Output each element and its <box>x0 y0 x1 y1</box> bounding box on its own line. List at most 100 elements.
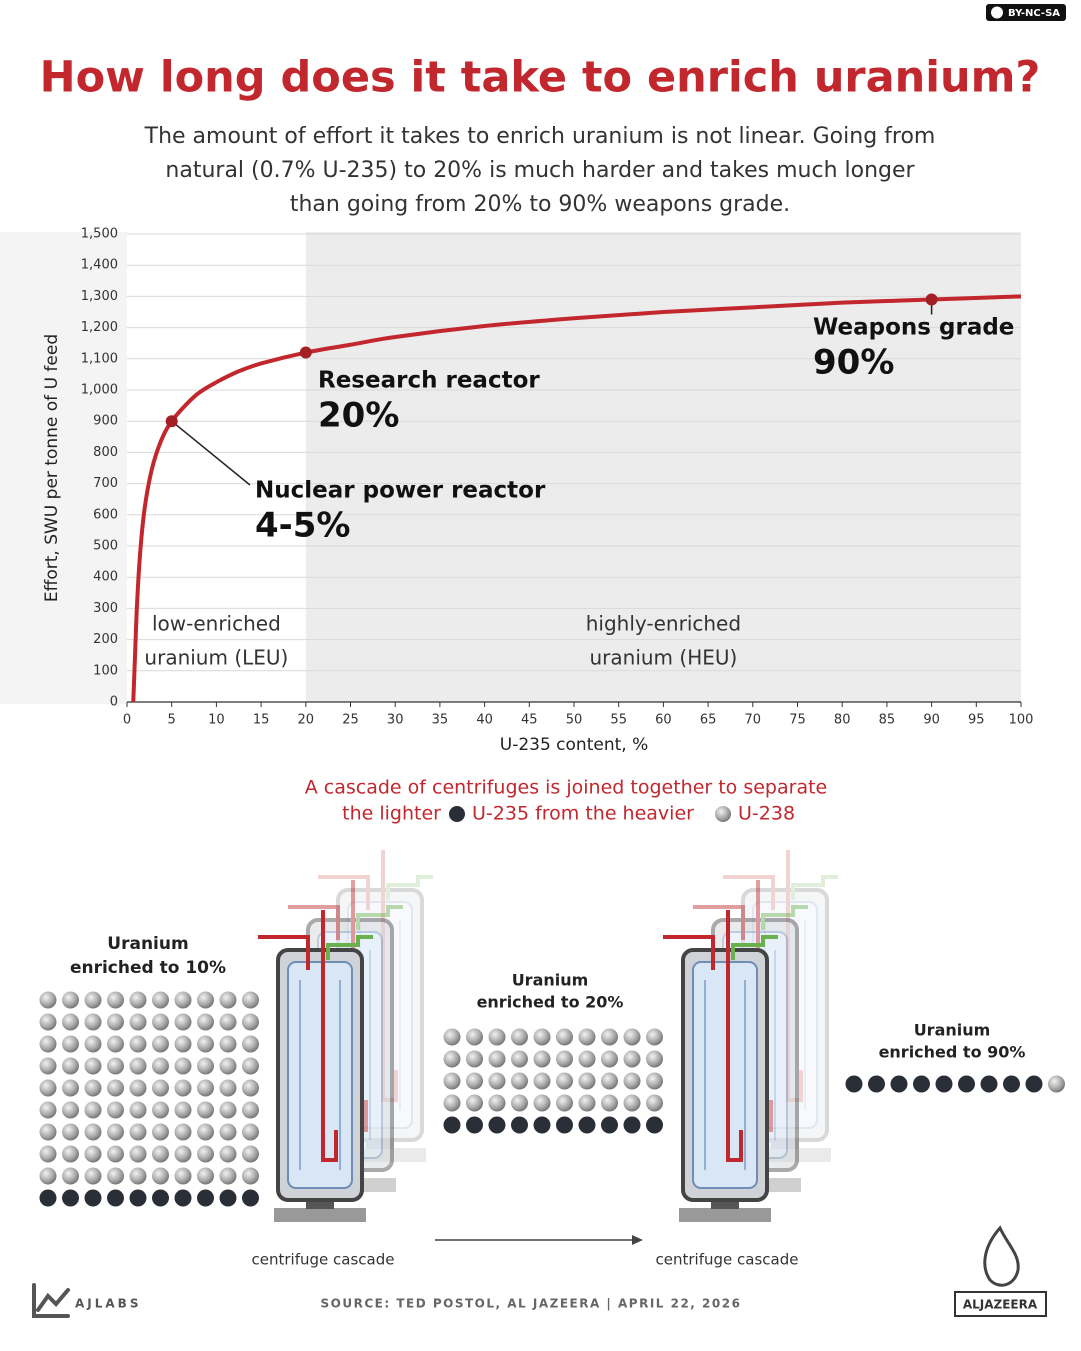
u238-dot <box>197 991 214 1009</box>
u238-dot <box>578 1094 596 1112</box>
y-tick-label: 1,400 <box>81 258 118 273</box>
u235-dot <box>219 1189 237 1207</box>
u238-dot <box>623 1050 641 1068</box>
x-tick-label: 55 <box>610 713 627 728</box>
u238-dot <box>39 1145 57 1163</box>
x-tick-label: 15 <box>253 713 270 728</box>
centrifuge <box>258 910 373 1222</box>
cascade-caption: U-235 from the heavier <box>472 803 694 825</box>
y-tick-label: 800 <box>93 445 118 460</box>
u238-dot <box>488 1072 506 1090</box>
u235-dot <box>511 1116 528 1134</box>
x-tick-label: 75 <box>789 713 806 728</box>
pipe-out <box>356 905 403 930</box>
u238-dot <box>511 1094 528 1112</box>
u235-dot <box>845 1075 863 1093</box>
u235-dot <box>556 1116 573 1134</box>
u238-dot <box>84 1145 102 1163</box>
y-tick-label: 200 <box>93 632 118 647</box>
u238-dot <box>488 1050 506 1068</box>
pedestal <box>274 1208 366 1222</box>
u238-dot <box>443 1028 461 1046</box>
annotation-point <box>925 293 938 306</box>
group-label: enriched to 20% <box>477 993 624 1012</box>
u238-dot <box>646 1050 663 1068</box>
y-tick-label: 1,300 <box>81 289 118 304</box>
u238-dot <box>174 1167 192 1185</box>
region-label: uranium (LEU) <box>144 646 288 670</box>
annotation-label: Research reactor <box>318 368 540 394</box>
u238-dot <box>107 1145 124 1163</box>
u238-dot <box>174 1123 192 1141</box>
u238-dot <box>129 1079 147 1097</box>
u238-dot <box>623 1028 641 1046</box>
u238-dot <box>197 1101 214 1119</box>
u238-dot <box>219 1013 237 1031</box>
pipe <box>318 850 398 1102</box>
u238-dot <box>242 991 259 1009</box>
annotation-point <box>299 346 312 359</box>
u238-dot <box>129 1167 147 1185</box>
u235-dot <box>1025 1075 1043 1093</box>
u238-dot <box>242 1013 259 1031</box>
y-tick-label: 700 <box>93 476 118 491</box>
u238-dot <box>219 1035 237 1053</box>
y-axis-label: Effort, SWU per tonne of U feed <box>42 334 62 602</box>
u238-dot <box>556 1094 573 1112</box>
u238-dot <box>533 1094 551 1112</box>
x-tick-label: 25 <box>342 713 359 728</box>
u238-dot <box>129 1101 147 1119</box>
annotation-label: Nuclear power reactor <box>255 478 546 504</box>
u238-dot <box>107 1079 124 1097</box>
u238-dot <box>623 1072 641 1090</box>
aljazeera-box <box>954 1291 1047 1317</box>
pipe-out <box>731 935 778 960</box>
u238-dot <box>39 1035 57 1053</box>
u238-dot <box>511 1072 528 1090</box>
u238-dot <box>646 1072 663 1090</box>
y-tick-label: 1,500 <box>81 227 118 242</box>
u238-dot <box>533 1050 551 1068</box>
pipe-out <box>761 905 808 930</box>
curve <box>131 294 1022 703</box>
y-tick-label: 100 <box>93 663 118 678</box>
x-tick-label: 40 <box>476 713 493 728</box>
u238-dot <box>62 1013 79 1031</box>
u238-dot <box>578 1050 596 1068</box>
u235-dot <box>39 1189 57 1207</box>
u238-dot <box>152 1057 169 1075</box>
u238-dot <box>107 1057 124 1075</box>
u238-dot <box>62 1057 79 1075</box>
u238-dot <box>242 1123 259 1141</box>
u238-dot <box>152 1123 169 1141</box>
u238-dot <box>84 991 102 1009</box>
u235-dot <box>242 1189 259 1207</box>
x-tick-label: 50 <box>566 713 583 728</box>
u238-dot <box>152 1079 169 1097</box>
u238-dot <box>174 1013 192 1031</box>
u238-dot <box>623 1094 641 1112</box>
u238-dot <box>174 1057 192 1075</box>
u235-dot <box>578 1116 596 1134</box>
u235-dot <box>980 1075 998 1093</box>
u238-dot <box>107 1167 124 1185</box>
x-tick-label: 65 <box>700 713 717 728</box>
group-label: Uranium <box>512 971 589 990</box>
pipe-out <box>386 875 433 900</box>
u238-dot <box>152 1145 169 1163</box>
u238-dot <box>174 1035 192 1053</box>
u238-dot <box>62 1167 79 1185</box>
u238-dot <box>62 1035 79 1053</box>
u238-dot <box>242 1167 259 1185</box>
group-label: Uranium <box>107 934 188 954</box>
u235-dot <box>890 1075 908 1093</box>
u238-dot <box>84 1079 102 1097</box>
u238-dot <box>578 1072 596 1090</box>
u238-dot <box>197 1145 214 1163</box>
group-label: Uranium <box>914 1021 991 1040</box>
y-tick-label: 0 <box>110 695 118 710</box>
u238-dot <box>197 1035 214 1053</box>
x-tick-label: 5 <box>168 713 176 728</box>
u238-dot <box>129 1057 147 1075</box>
